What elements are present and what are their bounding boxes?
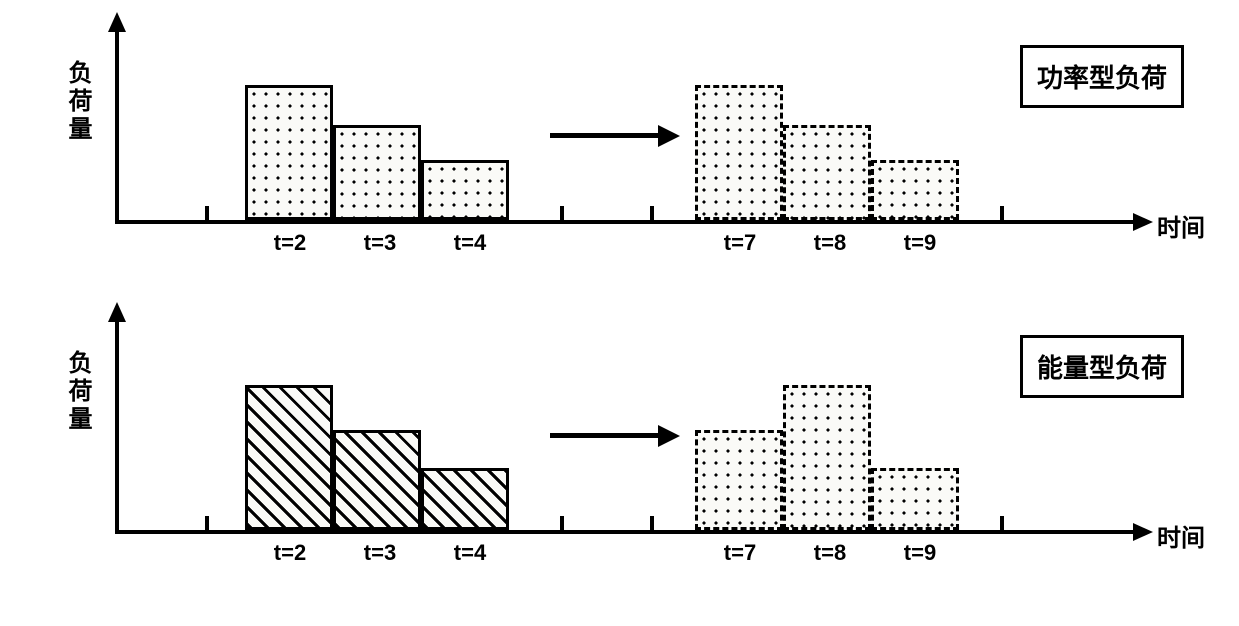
x-axis-label: 时间 — [1157, 518, 1205, 553]
x-tick — [1000, 206, 1004, 222]
x-tick — [205, 206, 209, 222]
x-tick-label: t=4 — [425, 540, 515, 566]
x-tick-label: t=7 — [695, 540, 785, 566]
x-axis-arrow-icon — [1133, 213, 1153, 231]
shift-arrow-icon — [550, 125, 682, 147]
x-axis-arrow-icon — [1133, 523, 1153, 541]
x-tick — [560, 206, 564, 222]
x-tick-label: t=9 — [875, 540, 965, 566]
x-tick — [115, 516, 119, 532]
x-axis — [115, 220, 1135, 224]
bar — [871, 468, 959, 530]
chart-power-load: 负荷量时间 t=2t=3t=4 t=7t=8t=9 功率型负荷 — [60, 30, 1220, 270]
y-axis — [115, 320, 119, 530]
y-axis — [115, 30, 119, 220]
bar — [783, 125, 871, 220]
bar — [333, 125, 421, 220]
x-tick — [205, 516, 209, 532]
x-tick-label: t=3 — [335, 230, 425, 256]
figure-canvas: 负荷量时间t=2t=3t=4t=7t=8t=9功率型负荷负荷量时间t=2t=3t… — [20, 20, 1239, 606]
x-tick-label: t=7 — [695, 230, 785, 256]
x-axis — [115, 530, 1135, 534]
legend: 功率型负荷 — [1020, 45, 1184, 108]
chart-energy-load: 负荷量时间 t=2t=3t=4 t=7t=8t=9 能量型负荷 — [60, 320, 1220, 580]
y-axis-label: 负荷量 — [60, 60, 95, 144]
x-tick-label: t=4 — [425, 230, 515, 256]
x-tick — [560, 516, 564, 532]
bar — [333, 430, 421, 530]
bar — [421, 160, 509, 220]
bar — [421, 468, 509, 530]
y-axis-label: 负荷量 — [60, 350, 95, 434]
bar — [871, 160, 959, 220]
x-tick-label: t=9 — [875, 230, 965, 256]
bar — [695, 430, 783, 530]
x-axis-label: 时间 — [1157, 208, 1205, 243]
x-tick — [1000, 516, 1004, 532]
shift-arrow-icon — [550, 425, 682, 447]
x-tick-label: t=3 — [335, 540, 425, 566]
bar — [245, 385, 333, 530]
bar — [783, 385, 871, 530]
bar — [695, 85, 783, 220]
x-tick-label: t=2 — [245, 230, 335, 256]
x-tick-label: t=8 — [785, 540, 875, 566]
x-tick — [650, 206, 654, 222]
y-axis-arrow-icon — [108, 12, 126, 32]
x-tick-label: t=2 — [245, 540, 335, 566]
x-tick-label: t=8 — [785, 230, 875, 256]
x-tick — [650, 516, 654, 532]
x-tick — [115, 206, 119, 222]
y-axis-arrow-icon — [108, 302, 126, 322]
bar — [245, 85, 333, 220]
legend: 能量型负荷 — [1020, 335, 1184, 398]
